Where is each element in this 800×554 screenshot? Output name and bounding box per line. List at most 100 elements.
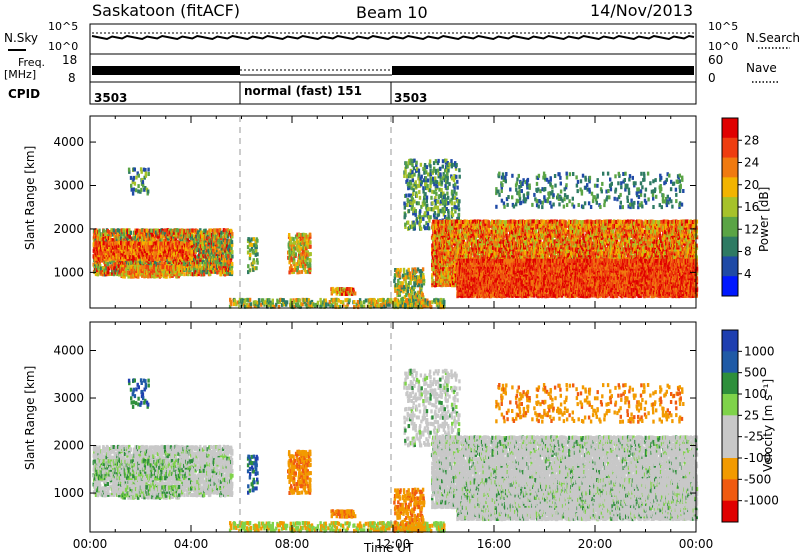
power-cell — [454, 182, 456, 186]
cpid-segment-2: normal (fast) 151 — [244, 84, 362, 98]
power-cell — [444, 194, 446, 198]
power-cell — [342, 300, 344, 304]
power-cell — [415, 161, 417, 165]
frequency-panel: Freq. [MHz] 18 8 60 0 Nave — [4, 53, 778, 85]
power-cell — [256, 252, 258, 256]
power-cell — [256, 258, 258, 262]
power-cell — [403, 202, 405, 206]
power-cell — [425, 176, 427, 180]
power-cell — [249, 298, 251, 302]
nave-label: Nave — [746, 61, 777, 75]
power-cell — [191, 250, 193, 254]
power-cell — [290, 241, 292, 245]
power-cell — [256, 239, 258, 243]
power-cell — [150, 241, 152, 245]
power-cell — [249, 268, 251, 272]
power-cell — [133, 176, 135, 180]
power-cell — [128, 168, 130, 172]
power-cell — [451, 190, 453, 194]
power-cell — [429, 159, 431, 163]
power-cell — [429, 184, 431, 188]
nave-tick-high: 60 — [708, 53, 723, 67]
power-cell — [458, 168, 460, 172]
power-cell — [203, 250, 205, 254]
power-cell — [134, 182, 136, 186]
power-cell — [442, 165, 444, 169]
power-cell — [412, 178, 414, 182]
power-cell — [234, 299, 236, 303]
power-cell — [295, 252, 297, 256]
power-cell — [427, 223, 429, 227]
power-cell — [426, 199, 428, 203]
power-cell — [446, 172, 448, 176]
station-title: Saskatoon (fitACF) — [92, 1, 240, 20]
power-cell — [309, 245, 311, 249]
power-cell — [434, 211, 436, 215]
power-cell — [301, 302, 303, 306]
power-cell — [455, 192, 457, 196]
power-cell — [442, 159, 444, 163]
power-cell — [415, 180, 417, 184]
power-cell — [446, 192, 448, 196]
power-cell — [229, 298, 231, 302]
power-cell — [348, 298, 350, 302]
power-cell — [408, 209, 410, 213]
power-cell — [148, 172, 150, 176]
power-cell — [231, 270, 233, 274]
power-cell — [431, 201, 433, 205]
power-cell — [253, 260, 255, 264]
power-cell — [297, 266, 299, 270]
power-cell — [451, 163, 453, 167]
cpid-label: CPID — [8, 87, 40, 101]
power-cell — [164, 228, 166, 232]
power-cell — [145, 172, 147, 176]
power-cell — [419, 196, 421, 200]
power-cell — [448, 182, 450, 186]
power-cell — [436, 180, 438, 184]
power-cell — [459, 175, 461, 179]
power-cell — [143, 265, 145, 269]
power-cell — [447, 196, 449, 200]
power-cell — [130, 231, 132, 235]
power-cell — [457, 203, 459, 207]
power-cell — [413, 188, 415, 192]
power-cell — [406, 164, 408, 168]
noise-sky-line — [92, 36, 694, 39]
power-cell — [438, 188, 440, 192]
noise-tick-low: 10^0 — [48, 40, 78, 53]
power-cell — [288, 233, 290, 237]
power-cell — [450, 159, 452, 163]
power-cell — [422, 186, 424, 190]
power-cell — [443, 300, 445, 304]
power-cell — [231, 240, 233, 244]
power-cell — [447, 169, 449, 173]
power-cell — [455, 163, 457, 167]
power-cell — [440, 192, 442, 196]
noise-search-label: N.Search — [746, 31, 800, 45]
power-cell — [453, 201, 455, 205]
power-cell — [201, 234, 203, 238]
freq-unit-label: [MHz] — [4, 68, 36, 81]
power-cell — [430, 196, 432, 200]
power-cell — [305, 270, 307, 274]
power-cell — [426, 196, 428, 200]
power-cell — [301, 270, 303, 274]
power-cell — [429, 301, 431, 305]
power-cell — [209, 252, 211, 256]
power-cell — [455, 175, 457, 179]
freq-tick-low: 8 — [68, 71, 76, 85]
power-cell — [415, 209, 417, 213]
power-cell — [428, 219, 430, 223]
power-cell — [429, 169, 431, 173]
freq-band-1 — [92, 66, 240, 75]
power-cell — [140, 188, 142, 192]
power-cell — [421, 180, 423, 184]
power-cell — [253, 237, 255, 241]
power-cell — [98, 229, 100, 233]
power-cell — [272, 299, 274, 303]
power-cell — [413, 173, 415, 177]
power-cell — [183, 272, 185, 276]
power-cell — [458, 199, 460, 203]
power-cell — [309, 240, 311, 244]
